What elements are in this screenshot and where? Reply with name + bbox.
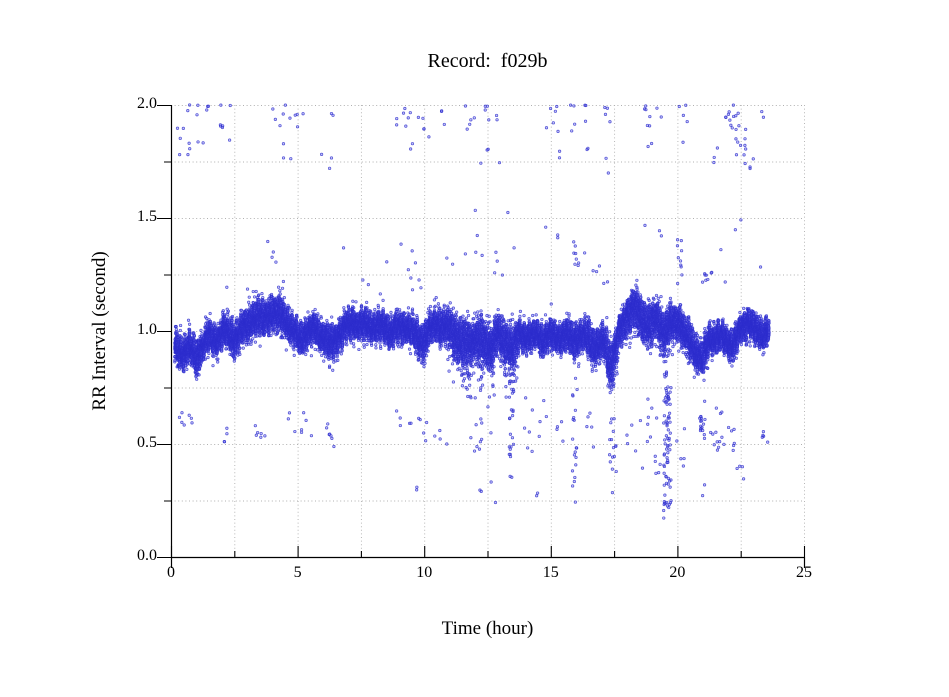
x-tick-label: 10 [416,564,433,581]
x-tick-label: 5 [293,564,302,581]
x-tick-label: 25 [796,564,812,581]
x-tick-label: 15 [542,564,559,581]
plot-title: Record: f029b [427,50,548,72]
x-tick-label: 0 [167,564,175,581]
y-tick-label: 0.5 [137,434,157,451]
x-axis-label: Time (hour) [441,618,534,639]
y-axis-label: RR Interval (second) [89,251,110,411]
y-tick-label: 2.0 [137,95,157,112]
x-tick-label: 20 [669,564,686,581]
y-tick-label: 1.0 [137,321,157,338]
y-tick-label: 0.0 [137,547,157,564]
y-tick-label: 1.5 [137,208,157,225]
